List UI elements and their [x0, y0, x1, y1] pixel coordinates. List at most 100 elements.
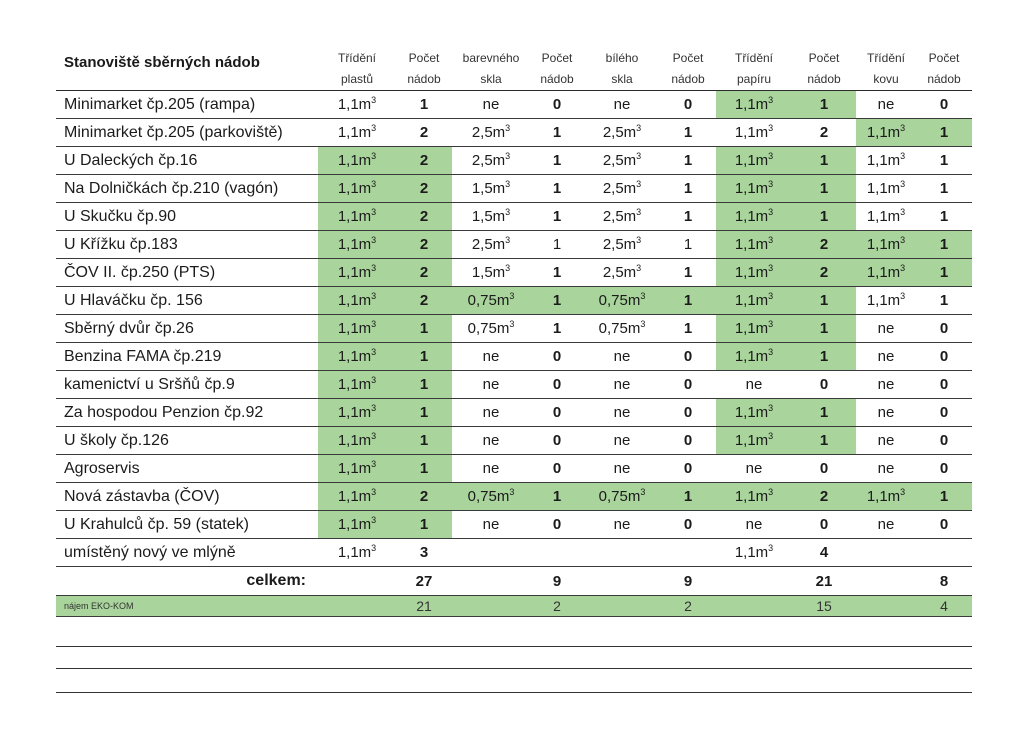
unit-exponent: 3	[768, 543, 774, 553]
count-value: 0	[683, 404, 693, 421]
count-cell: 1	[396, 398, 452, 427]
totals-cell: 21	[792, 566, 856, 596]
volume-value: ne	[613, 376, 631, 393]
totals-cell: 8	[916, 566, 972, 596]
unit-exponent: 3	[768, 95, 774, 105]
site-name: Minimarket čp.205 (parkoviště)	[56, 118, 318, 147]
volume-value: 1,1m	[337, 544, 372, 561]
volume-cell: 0,75m3	[452, 482, 530, 511]
volume-value: 1,1m	[866, 488, 901, 505]
volume-cell: ne	[452, 90, 530, 119]
count-cell: 1	[396, 342, 452, 371]
table-row: U Křížku čp.183 1,1m3 2 2,5m3 1 2,5m3 1 1,1m3 2 1…	[56, 230, 972, 259]
unit-exponent: 3	[900, 179, 906, 189]
unit-exponent: 3	[371, 123, 377, 133]
count-cell: 1	[660, 286, 716, 315]
volume-cell: ne	[452, 510, 530, 539]
count-cell: 1	[792, 286, 856, 315]
col-header-count: Počet nádob	[927, 51, 961, 86]
count-cell: 0	[792, 510, 856, 539]
volume-value: 2,5m	[602, 264, 637, 281]
unit-exponent: 3	[371, 347, 377, 357]
unit-exponent: 3	[371, 151, 377, 161]
table-row: Sběrný dvůr čp.26 1,1m3 1 0,75m3 1 0,75m3 1 1,1…	[56, 314, 972, 343]
volume-value: ne	[877, 320, 895, 337]
unit-exponent: 3	[371, 291, 377, 301]
totals-cell	[452, 566, 530, 596]
count-value: 2	[419, 236, 429, 253]
blank-line	[56, 668, 972, 669]
volume-value: 1,1m	[866, 264, 901, 281]
site-name: Na Dolničkách čp.210 (vagón)	[56, 174, 318, 203]
unit-exponent: 3	[371, 403, 377, 413]
volume-cell: 1,5m3	[452, 174, 530, 203]
site-name: Sběrný dvůr čp.26	[56, 314, 318, 343]
volume-value: 1,1m	[337, 180, 372, 197]
table-row: umístěný nový ve mlýně 1,1m3 3 1,1m3 4	[56, 538, 972, 567]
volume-value: ne	[613, 432, 631, 449]
unit-exponent: 3	[505, 179, 511, 189]
volume-value: 1,1m	[337, 320, 372, 337]
count-value: 0	[552, 348, 562, 365]
count-cell: 1	[792, 174, 856, 203]
volume-cell: 0,75m3	[584, 286, 660, 315]
count-cell: 1	[530, 286, 584, 315]
volume-cell: 1,1m3	[318, 202, 396, 231]
volume-value: ne	[877, 348, 895, 365]
count-cell: 2	[792, 258, 856, 287]
count-value: 0	[683, 376, 693, 393]
count-value: 2	[419, 124, 429, 141]
count-value: 1	[552, 124, 562, 141]
count-value: 0	[683, 96, 693, 113]
count-cell: 1	[660, 482, 716, 511]
table-row: U školy čp.126 1,1m3 1 ne 0 ne 0 1,1m3 1 ne 0	[56, 426, 972, 455]
count-value: 0	[683, 460, 693, 477]
count-value: 1	[552, 208, 562, 225]
col-header-count: Počet nádob	[671, 51, 705, 86]
count-value: 1	[683, 236, 693, 253]
count-cell: 1	[396, 510, 452, 539]
volume-cell: 1,1m3	[856, 174, 916, 203]
unit-exponent: 3	[509, 291, 515, 301]
volume-cell: 0,75m3	[452, 314, 530, 343]
volume-cell: 1,1m3	[318, 398, 396, 427]
count-cell: 1	[916, 230, 972, 259]
volume-cell: ne	[856, 454, 916, 483]
rent-cell: 15	[792, 595, 856, 617]
volume-cell: 1,5m3	[452, 202, 530, 231]
unit-exponent: 3	[371, 459, 377, 469]
volume-cell: 1,1m3	[716, 174, 792, 203]
volume-value: 2,5m	[471, 152, 506, 169]
count-cell: 1	[530, 230, 584, 259]
rent-cell	[452, 595, 530, 617]
volume-cell: 1,1m3	[716, 538, 792, 567]
volume-cell: ne	[856, 370, 916, 399]
count-cell: 1	[530, 314, 584, 343]
volume-cell: 1,1m3	[716, 286, 792, 315]
table-row: ČOV II. čp.250 (PTS) 1,1m3 2 1,5m3 1 2,5m3 1 1,…	[56, 258, 972, 287]
volume-cell: 1,1m3	[318, 342, 396, 371]
unit-exponent: 3	[509, 319, 515, 329]
volume-value: 1,5m	[471, 180, 506, 197]
count-value: 1	[939, 292, 949, 309]
count-cell: 0	[916, 510, 972, 539]
unit-exponent: 3	[505, 207, 511, 217]
volume-cell: ne	[856, 398, 916, 427]
volume-value: 1,1m	[337, 376, 372, 393]
count-value: 0	[552, 460, 562, 477]
count-value: 1	[552, 292, 562, 309]
volume-value: ne	[877, 96, 895, 113]
count-value: 1	[419, 320, 429, 337]
count-value: 0	[939, 516, 949, 533]
count-value: 1	[552, 236, 562, 253]
rent-cell: 2	[660, 595, 716, 617]
volume-cell: 1,1m3	[716, 482, 792, 511]
site-name: U školy čp.126	[56, 426, 318, 455]
col-header-plastics: Třídění plastů	[337, 51, 376, 86]
count-value: 1	[939, 180, 949, 197]
collection-sites-sheet: Stanoviště sběrných nádob Třídění plastů …	[56, 48, 972, 617]
volume-cell: 2,5m3	[452, 146, 530, 175]
count-cell: 1	[792, 426, 856, 455]
count-cell: 0	[530, 426, 584, 455]
volume-value: ne	[745, 516, 763, 533]
